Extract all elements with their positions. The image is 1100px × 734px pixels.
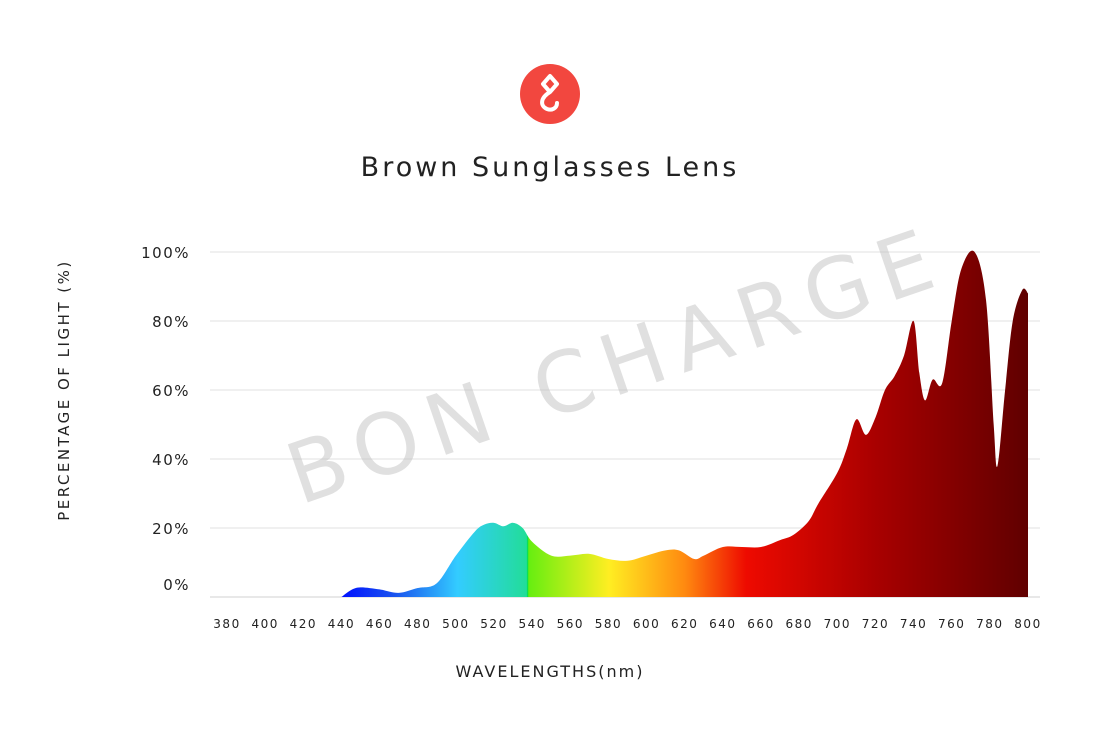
x-tick-label: 520 (480, 617, 507, 631)
x-tick-label: 420 (290, 617, 317, 631)
y-tick-label: 100% (141, 244, 190, 262)
y-axis-label: PERCENTAGE OF LIGHT (%) (55, 259, 73, 521)
x-tick-label: 380 (213, 617, 240, 631)
x-tick-label: 580 (595, 617, 622, 631)
x-tick-label: 720 (862, 617, 889, 631)
y-tick-label: 80% (152, 313, 190, 331)
x-tick-label: 760 (938, 617, 965, 631)
x-tick-label: 540 (518, 617, 545, 631)
x-tick-label: 460 (366, 617, 393, 631)
x-tick-label: 800 (1014, 617, 1041, 631)
x-tick-label: 480 (404, 617, 431, 631)
x-tick-label: 680 (785, 617, 812, 631)
y-tick-label: 40% (152, 451, 190, 469)
y-tick-label: 60% (152, 382, 190, 400)
x-tick-label: 620 (671, 617, 698, 631)
chart-title: Brown Sunglasses Lens (361, 152, 740, 183)
x-tick-label: 660 (747, 617, 774, 631)
brand-logo (520, 64, 580, 124)
x-tick-label: 640 (709, 617, 736, 631)
x-tick-label: 500 (442, 617, 469, 631)
x-tick-label: 700 (824, 617, 851, 631)
x-tick-label: 400 (251, 617, 278, 631)
transmission-area (341, 250, 1028, 597)
x-tick-label: 600 (633, 617, 660, 631)
x-tick-label: 740 (900, 617, 927, 631)
x-tick-label: 560 (557, 617, 584, 631)
x-tick-label: 780 (976, 617, 1003, 631)
y-tick-label: 20% (152, 520, 190, 538)
y-tick-label: 0% (163, 576, 190, 594)
x-axis-label: WAVELENGTHS(nm) (456, 662, 645, 681)
x-tick-label: 440 (328, 617, 355, 631)
